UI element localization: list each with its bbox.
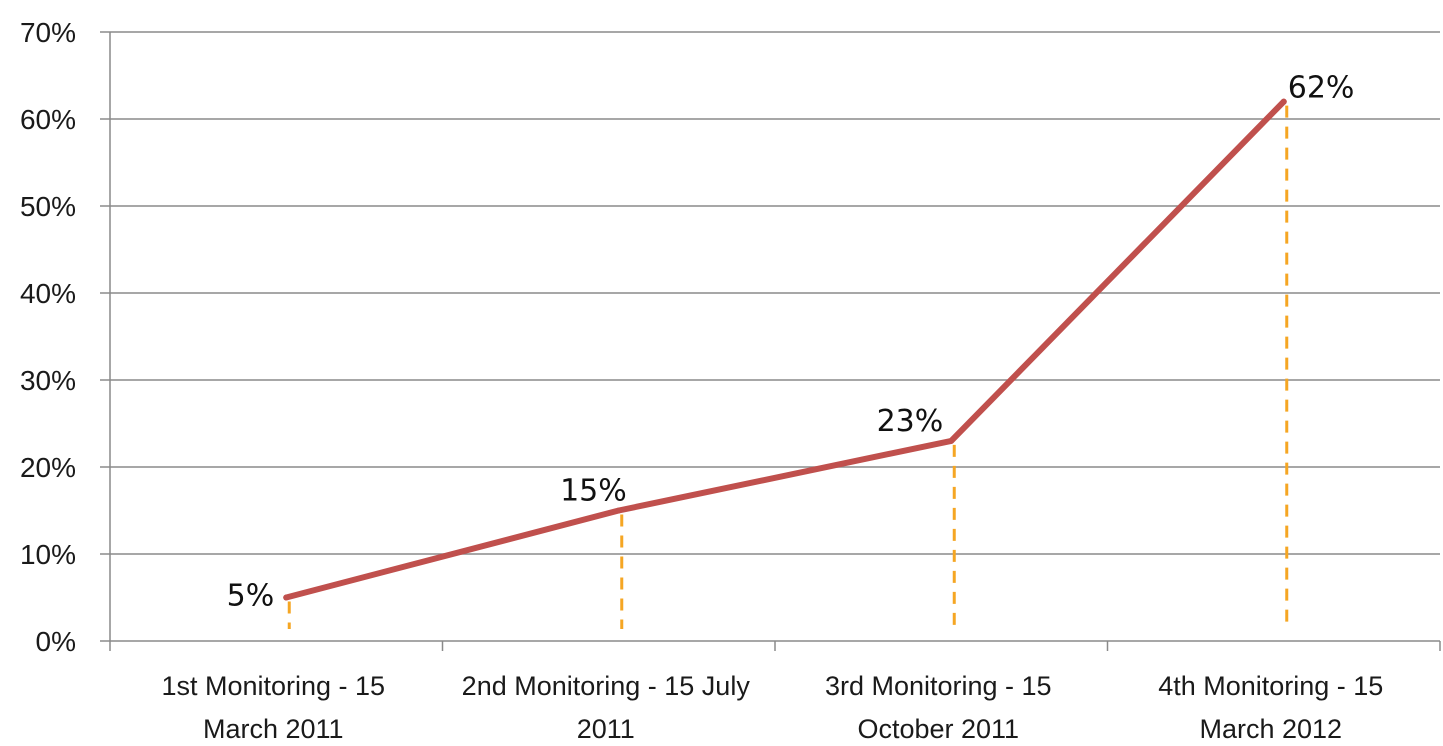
data-point [615,507,622,514]
y-tick-label: 60% [20,104,76,135]
y-tick-label: 40% [20,278,76,309]
series-line [283,98,1287,601]
x-tick-label: 1st Monitoring - 15 [161,671,385,701]
x-tick-label: March 2011 [203,714,344,744]
data-point [1280,98,1287,105]
x-tick-label: 2nd Monitoring - 15 July [462,671,751,701]
data-label: 15% [560,474,627,509]
data-point [283,594,290,601]
data-point [948,437,955,444]
x-tick-label: 2011 [577,714,635,744]
x-tick-label: 4th Monitoring - 15 [1158,671,1383,701]
data-label: 62% [1288,71,1355,106]
y-tick-label: 0% [36,626,76,657]
y-tick-label: 50% [20,191,76,222]
data-label: 5% [227,579,275,614]
data-label: 23% [877,404,944,439]
x-tick-label: March 2012 [1199,714,1342,744]
y-tick-label: 20% [20,452,76,483]
y-tick-label: 30% [20,365,76,396]
x-tick-label: October 2011 [857,714,1019,744]
y-tick-label: 70% [20,17,76,48]
x-tick-label: 3rd Monitoring - 15 [825,671,1052,701]
y-tick-label: 10% [20,539,76,570]
